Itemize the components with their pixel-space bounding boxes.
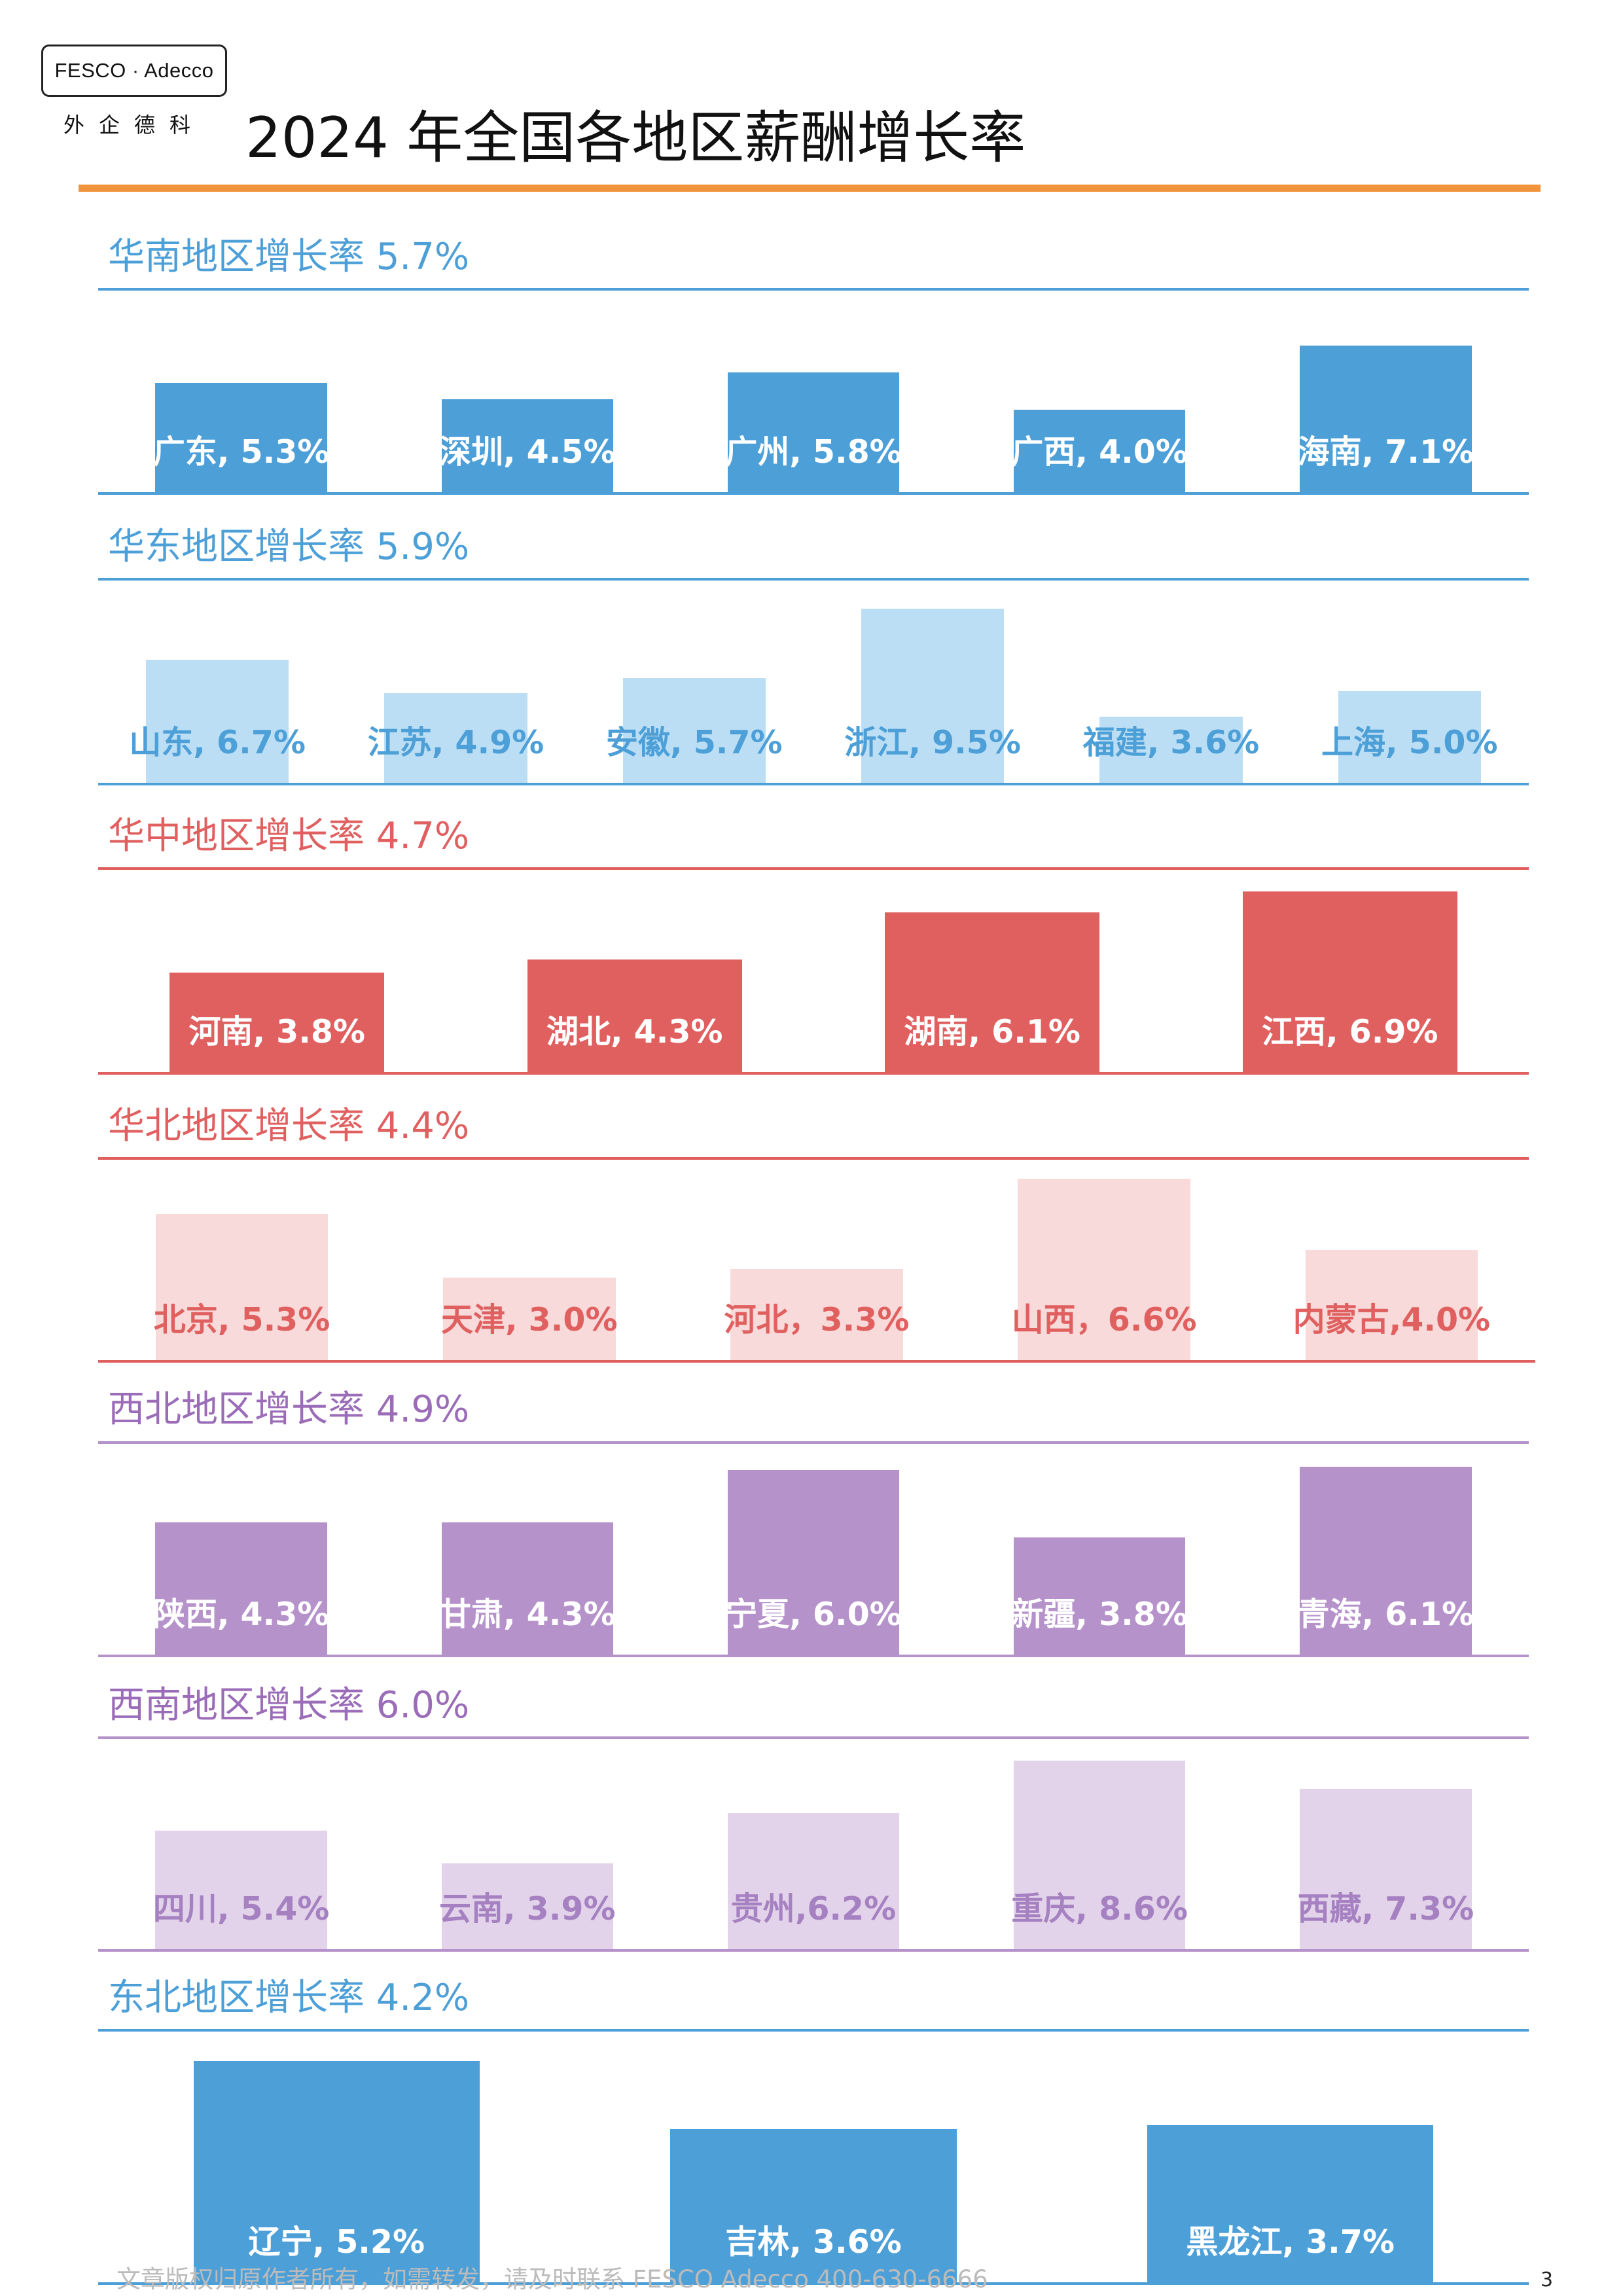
section-title: 华北地区增长率 4.4% [108,1105,470,1147]
bar-label: 宁夏, 6.0% [725,1596,902,1633]
bar-label: 贵州,6.2% [730,1890,897,1928]
bar-青海: 青海, 6.1% [1297,1467,1474,1655]
bar-内蒙古: 内蒙古,4.0% [1293,1250,1490,1360]
page-title: 2024 年全国各地区薪酬增长率 [245,105,1026,171]
section-title: 西北地区增长率 4.9% [108,1388,470,1431]
bar-label: 北京, 5.3% [153,1300,330,1338]
bar-label: 浙江, 9.5% [844,724,1021,761]
section-title: 华南地区增长率 5.7% [108,236,470,278]
bar-label: 深圳, 4.5% [439,433,616,471]
bar-甘肃: 甘肃, 4.3% [439,1522,616,1655]
bar-贵州: 贵州,6.2% [727,1813,900,1949]
bar-label: 重庆, 8.6% [1011,1890,1188,1928]
bar-湖南: 湖南, 6.1% [885,912,1100,1072]
bar-辽宁: 辽宁, 5.2% [193,2061,480,2282]
bar-label: 天津, 3.0% [441,1301,618,1338]
bar-河南: 河南, 3.8% [169,973,385,1072]
bar-label: 陕西, 4.3% [152,1595,330,1633]
bar-宁夏: 宁夏, 6.0% [725,1470,902,1655]
bar-label: 山西，6.6% [1011,1300,1197,1338]
bar-label: 河北，3.3% [724,1300,910,1338]
bar-深圳: 深圳, 4.5% [439,399,616,492]
bar-云南: 云南, 3.9% [439,1863,616,1949]
baseline [98,783,1529,785]
section-rule [98,2029,1529,2032]
baseline [98,1360,1535,1363]
bar-label: 云南, 3.9% [439,1890,616,1928]
bar-label: 上海, 5.0% [1321,724,1498,761]
baseline [98,492,1529,495]
bar-上海: 上海, 5.0% [1321,691,1498,783]
bar-label: 甘肃, 4.3% [439,1595,616,1633]
bar-label: 内蒙古,4.0% [1293,1301,1491,1338]
bar-安徽: 安徽, 5.7% [606,678,783,783]
section-rule [98,578,1529,581]
section-title: 东北地区增长率 4.2% [108,1977,470,2019]
bar-label: 青海, 6.1% [1297,1595,1474,1633]
bar-江苏: 江苏, 4.9% [368,692,544,783]
bar-吉林: 吉林, 3.6% [670,2129,957,2282]
logo-chinese-name: 外企德科 [63,113,205,137]
bar-重庆: 重庆, 8.6% [1011,1760,1188,1949]
bar-西藏: 西藏, 7.3% [1297,1789,1474,1949]
baseline [98,1949,1529,1952]
bar-海南: 海南, 7.1% [1297,346,1474,492]
bar-广州: 广州, 5.8% [725,372,902,492]
baseline [98,1072,1529,1075]
bar-天津: 天津, 3.0% [441,1278,618,1360]
bar-label: 四川, 5.4% [152,1890,330,1928]
bar-label: 安徽, 5.7% [606,723,783,761]
bar-label: 江西, 6.9% [1261,1013,1438,1050]
bar-陕西: 陕西, 4.3% [152,1522,330,1655]
bar-label: 吉林, 3.6% [725,2223,902,2261]
bar-label: 湖南, 6.1% [904,1013,1081,1050]
bar-label: 湖北, 4.3% [546,1013,723,1050]
bar-label: 广西, 4.0% [1011,433,1188,471]
bar-label: 山东, 6.7% [129,723,306,761]
bar-label: 海南, 7.1% [1297,433,1474,471]
bar-label: 广东, 5.3% [152,433,330,471]
bar-label: 河南, 3.8% [188,1013,366,1050]
bar-湖北: 湖北, 4.3% [527,960,742,1072]
bar-山东: 山东, 6.7% [129,660,306,783]
section-title: 华中地区增长率 4.7% [108,815,470,857]
bar-河北: 河北，3.3% [724,1269,909,1360]
bar-北京: 北京, 5.3% [153,1214,330,1360]
bar-四川: 四川, 5.4% [152,1831,330,1949]
bar-广东: 广东, 5.3% [152,383,330,492]
baseline [98,1655,1529,1657]
section-rule [98,1736,1529,1739]
bar-浙江: 浙江, 9.5% [844,609,1021,783]
bar-山西: 山西，6.6% [1012,1178,1197,1360]
logo-brand-text: FESCO · Adecco [54,59,214,82]
bar-广西: 广西, 4.0% [1011,410,1188,492]
section-rule [98,1157,1529,1160]
section-title: 西南地区增长率 6.0% [108,1684,470,1727]
bar-label: 新疆, 3.8% [1011,1595,1188,1633]
bar-label: 福建, 3.6% [1082,723,1260,761]
bar-福建: 福建, 3.6% [1083,717,1259,783]
baseline [98,2282,1529,2285]
bar-label: 辽宁, 5.2% [248,2223,425,2261]
section-rule [98,867,1529,870]
bar-新疆: 新疆, 3.8% [1011,1537,1188,1655]
bar-label: 黑龙江, 3.7% [1186,2223,1395,2261]
title-underline [79,185,1541,192]
bar-label: 广州, 5.8% [725,433,902,471]
bar-label: 江苏, 4.9% [367,723,544,761]
section-rule [98,288,1529,291]
copyright-footer: 文章版权归原作者所有，如需转发，请及时联系 FESCO Adecco 400-6… [116,2265,988,2293]
bar-黑龙江: 黑龙江, 3.7% [1147,2125,1434,2282]
section-rule [98,1441,1529,1444]
fesco-adecco-logo: FESCO · Adecco [41,45,227,97]
bar-江西: 江西, 6.9% [1242,891,1457,1072]
section-title: 华东地区增长率 5.9% [108,526,470,568]
page-number: 3 [1541,2269,1554,2291]
bar-label: 西藏, 7.3% [1297,1890,1474,1928]
